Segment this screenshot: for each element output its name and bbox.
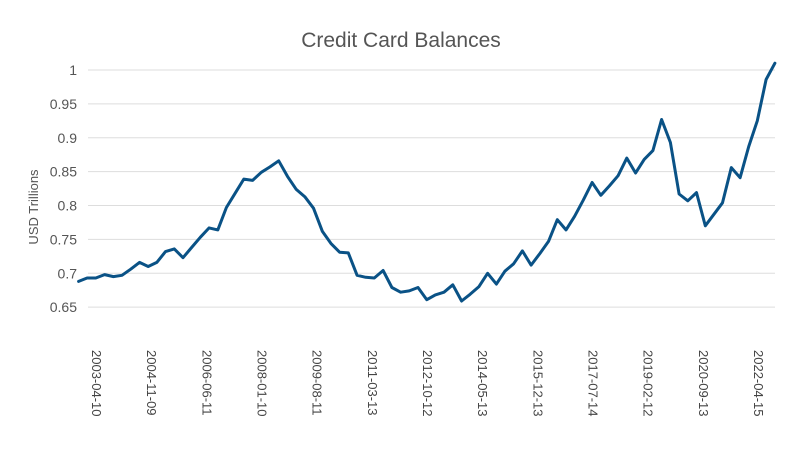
x-tick-label: 2006-06-11 (199, 350, 214, 416)
x-tick-label: 2009-08-11 (310, 350, 325, 416)
gridlines (88, 69, 775, 308)
x-tick-label: 2004-11-09 (144, 350, 159, 416)
y-tick-label: 0.65 (50, 299, 77, 315)
y-tick-label: 0.85 (50, 164, 77, 180)
x-tick-label: 2012-10-12 (420, 350, 435, 417)
y-tick-label: 0.9 (58, 130, 78, 146)
x-tick-label: 2019-02-12 (641, 350, 656, 417)
y-tick-label: 0.95 (50, 96, 77, 112)
x-tick-label: 2020-09-13 (696, 350, 711, 417)
x-tick-label: 2015-12-13 (530, 350, 545, 417)
x-tick-label: 2017-07-14 (586, 350, 601, 417)
x-axis-ticks: 2003-04-10 2004-11-09 2006-06-11 2008-01-10… (89, 350, 766, 417)
chart-title: Credit Card Balances (301, 29, 501, 52)
y-tick-label: 0.75 (50, 231, 77, 247)
series-line (77, 61, 777, 303)
x-tick-label: 2003-04-10 (89, 350, 104, 417)
y-tick-label: 0.8 (58, 198, 78, 214)
x-tick-label: 2008-01-10 (254, 350, 269, 417)
x-tick-label: 2011-03-13 (365, 350, 380, 416)
y-axis-label: USD Trillions (26, 169, 41, 245)
x-tick-label: 2022-04-15 (751, 350, 766, 417)
series-layer (77, 61, 777, 303)
x-tick-label: 2014-05-13 (475, 350, 490, 417)
y-tick-label: 1 (69, 62, 77, 78)
y-axis-ticks: 0.65 0.7 0.75 0.8 0.85 0.9 0.95 1 (50, 62, 77, 315)
y-tick-label: 0.7 (58, 265, 78, 281)
